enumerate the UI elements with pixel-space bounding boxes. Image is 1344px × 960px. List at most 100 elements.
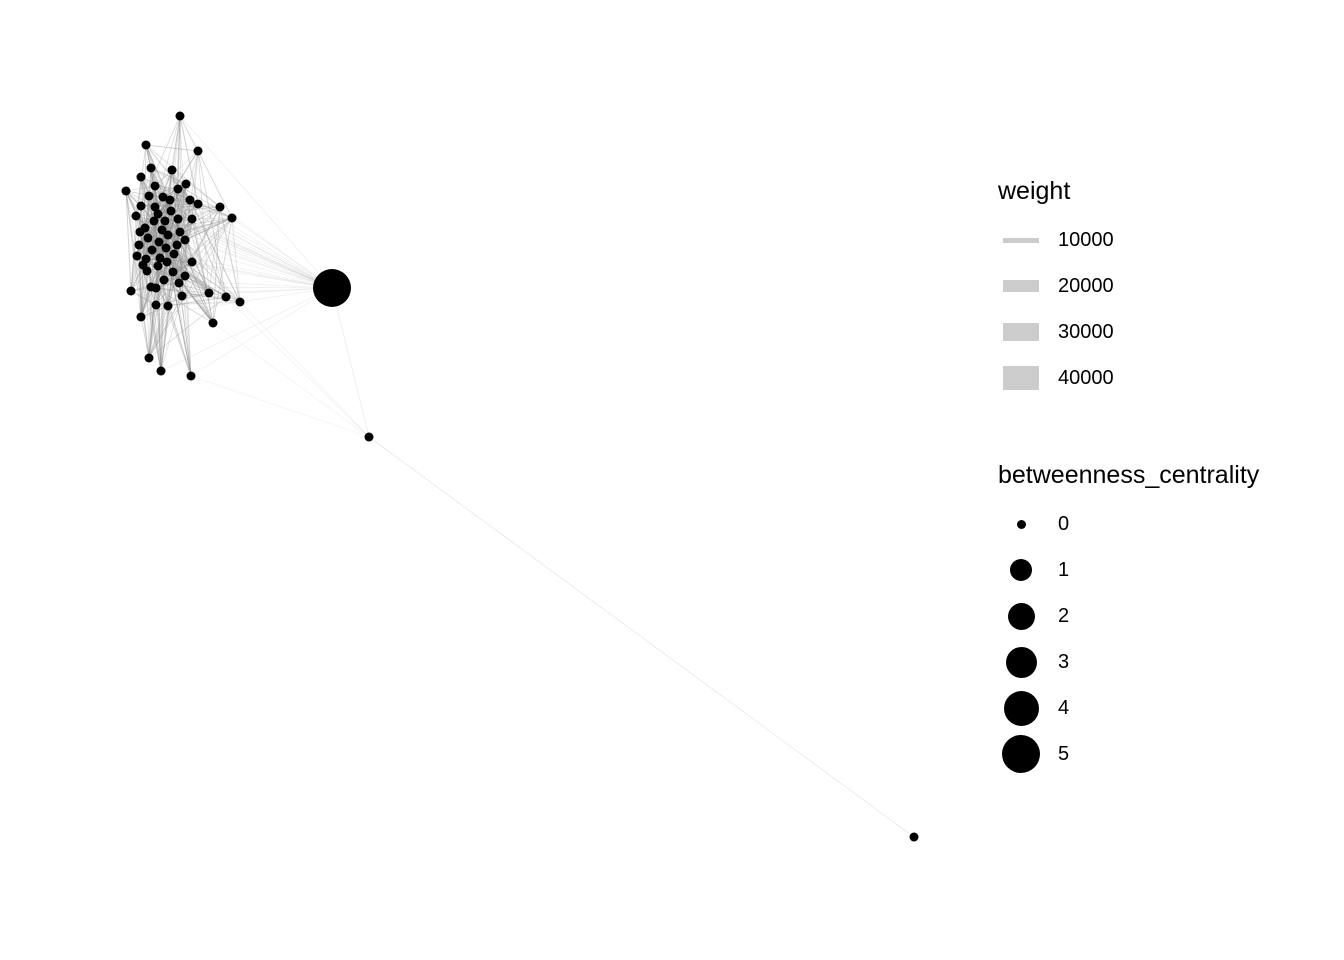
- graph-edge: [140, 176, 333, 289]
- graph-edge: [145, 144, 171, 201]
- graph-edge: [165, 247, 186, 277]
- graph-edge: [178, 218, 193, 284]
- graph-node: [146, 163, 156, 173]
- graph-edge: [136, 203, 199, 257]
- graph-node: [180, 235, 190, 245]
- graph-edge: [163, 218, 193, 281]
- centrality-legend-item: 2: [998, 593, 1259, 639]
- node-size-swatch: [1010, 559, 1032, 581]
- graph-edge: [148, 195, 333, 289]
- graph-node: [193, 146, 203, 156]
- graph-node: [162, 257, 172, 267]
- centrality-legend-item: 1: [998, 547, 1259, 593]
- graph-edge: [165, 247, 193, 263]
- graph-node: [157, 225, 167, 235]
- graph-edge: [140, 176, 157, 289]
- graph-edge: [146, 183, 187, 272]
- graph-node: [121, 186, 131, 196]
- graph-edge: [178, 206, 221, 284]
- graph-edge: [181, 292, 210, 297]
- graph-edge: [153, 220, 162, 372]
- graph-node: [138, 260, 148, 270]
- graph-node: [227, 213, 237, 223]
- graph-node: [163, 230, 173, 240]
- graph-edge: [140, 249, 153, 318]
- graph-edge: [172, 217, 233, 273]
- graph-edge: [157, 265, 162, 372]
- centrality-legend-label: 1: [1058, 559, 1070, 581]
- graph-edge: [191, 206, 221, 263]
- graph-edge: [136, 255, 150, 359]
- graph-node: [204, 288, 214, 298]
- hub-node: [313, 269, 351, 307]
- graph-edge: [177, 115, 181, 190]
- node-size-swatch: [1003, 690, 1039, 726]
- graph-node: [193, 199, 203, 209]
- graph-edge: [160, 287, 333, 372]
- graph-edge: [163, 279, 227, 298]
- betweenness-centrality-legend: betweenness_centrality 0 1 2 3 4 5: [998, 460, 1259, 777]
- graph-edge: [148, 265, 159, 359]
- graph-edge: [135, 115, 181, 217]
- graph-edge: [225, 296, 370, 438]
- graph-edge: [184, 239, 333, 289]
- graph-edge: [159, 257, 214, 324]
- graph-edge: [140, 305, 169, 318]
- centrality-legend-label: 2: [1058, 605, 1070, 627]
- graph-edge: [170, 210, 178, 246]
- graph-node: [163, 301, 173, 311]
- graph-edge: [148, 217, 233, 359]
- node-size-swatch: [1002, 735, 1040, 773]
- centrality-legend-item: 4: [998, 685, 1259, 731]
- graph-node: [160, 216, 170, 226]
- graph-edge: [160, 183, 187, 372]
- graph-node: [168, 267, 178, 277]
- weight-legend-item: 40000: [998, 355, 1114, 401]
- graph-edge: [158, 241, 214, 324]
- graph-edge: [144, 227, 161, 259]
- graph-edge: [155, 218, 193, 306]
- graph-edge: [173, 253, 333, 289]
- edge-swatch: [1003, 366, 1039, 390]
- graph-edge: [135, 215, 163, 231]
- edge-swatch: [1003, 280, 1039, 292]
- graph-edge: [157, 203, 199, 215]
- graph-edge: [208, 287, 333, 294]
- graph-edge: [147, 237, 210, 294]
- graph-node: [136, 201, 146, 211]
- graph-edge: [197, 150, 227, 298]
- graph-edge: [173, 253, 210, 294]
- graph-edge: [208, 206, 221, 294]
- graph-edge: [148, 296, 227, 359]
- graph-edge: [167, 217, 233, 307]
- graph-node: [153, 209, 163, 219]
- graph-edge: [157, 213, 333, 289]
- graph-edge: [184, 217, 233, 241]
- graph-edge: [154, 206, 333, 289]
- weight-legend-item: 20000: [998, 263, 1114, 309]
- graph-edge: [159, 115, 181, 259]
- graph-node: [173, 214, 183, 224]
- graph-edge: [177, 218, 333, 289]
- graph-edge: [136, 255, 165, 281]
- graph-node: [155, 253, 165, 263]
- graph-edge: [154, 115, 181, 208]
- graph-edge: [148, 275, 186, 359]
- graph-edge: [157, 265, 180, 284]
- centrality-legend-label: 5: [1058, 743, 1070, 765]
- graph-edge: [184, 275, 214, 324]
- edge-layer: [125, 115, 915, 838]
- graph-node: [173, 184, 183, 194]
- graph-edge: [191, 217, 233, 263]
- graph-edge: [154, 206, 241, 303]
- graph-edge: [139, 231, 162, 372]
- graph-node: [177, 291, 187, 301]
- outlier-node: [909, 832, 919, 842]
- graph-edge: [166, 261, 333, 289]
- graph-node: [156, 366, 166, 376]
- graph-node: [136, 312, 146, 322]
- graph-edge: [172, 244, 178, 273]
- graph-edge: [154, 185, 191, 201]
- graph-edge: [145, 144, 221, 208]
